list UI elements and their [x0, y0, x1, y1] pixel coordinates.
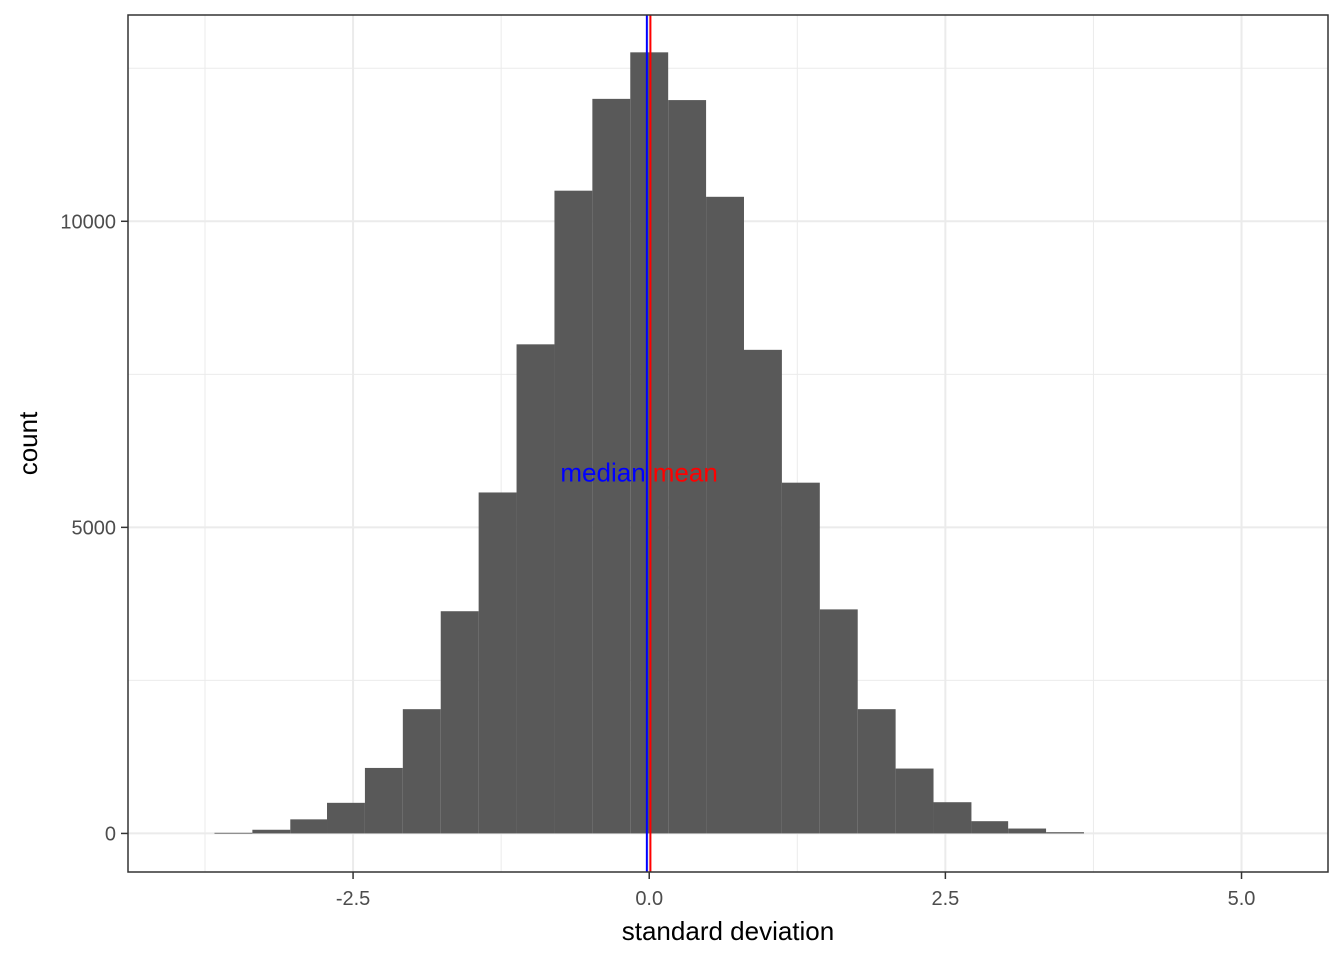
histogram-bar	[706, 196, 744, 834]
histogram-bar	[364, 767, 403, 834]
y-tick-label: 10000	[60, 211, 116, 233]
histogram-bar	[214, 832, 253, 834]
histogram-bar	[857, 709, 896, 834]
histogram-bar	[971, 821, 1009, 834]
y-axis-title: count	[13, 411, 43, 475]
histogram-bar	[554, 190, 593, 834]
histogram-bar	[668, 100, 707, 834]
histogram-bar	[630, 52, 669, 834]
histogram-bar	[290, 819, 328, 834]
histogram-bar	[1008, 828, 1047, 834]
panel-border	[127, 14, 1329, 873]
x-axis-title: standard deviation	[622, 916, 834, 946]
line-annotations: median mean	[560, 457, 717, 487]
histogram-bar	[781, 482, 820, 834]
histogram-bar	[933, 802, 972, 834]
histogram-bar	[327, 802, 365, 834]
y-tick-label: 0	[105, 823, 116, 845]
x-tick-label: 5.0	[1228, 888, 1256, 910]
median-label: median	[560, 457, 645, 487]
histogram-bar	[819, 609, 858, 834]
mean-label: mean	[653, 457, 718, 487]
histogram-bar	[592, 98, 631, 834]
x-axis-ticks: -2.5 0.0 2.5 5.0	[336, 872, 1256, 910]
histogram-bar	[1046, 832, 1084, 834]
reference-lines	[645, 15, 652, 872]
histogram-bar	[895, 768, 934, 834]
x-tick-label: 2.5	[931, 888, 959, 910]
y-axis-ticks: 0 5000 10000	[60, 211, 128, 845]
y-tick-label: 5000	[72, 517, 117, 539]
x-tick-label: -2.5	[336, 888, 370, 910]
histogram-bar	[440, 611, 479, 834]
histogram-bar	[516, 344, 555, 834]
histogram-bar	[743, 349, 782, 834]
x-tick-label: 0.0	[635, 888, 663, 910]
histogram-bars	[214, 52, 1084, 834]
histogram-bar	[478, 492, 517, 834]
histogram-bar	[252, 829, 291, 834]
histogram-bar	[402, 709, 441, 834]
